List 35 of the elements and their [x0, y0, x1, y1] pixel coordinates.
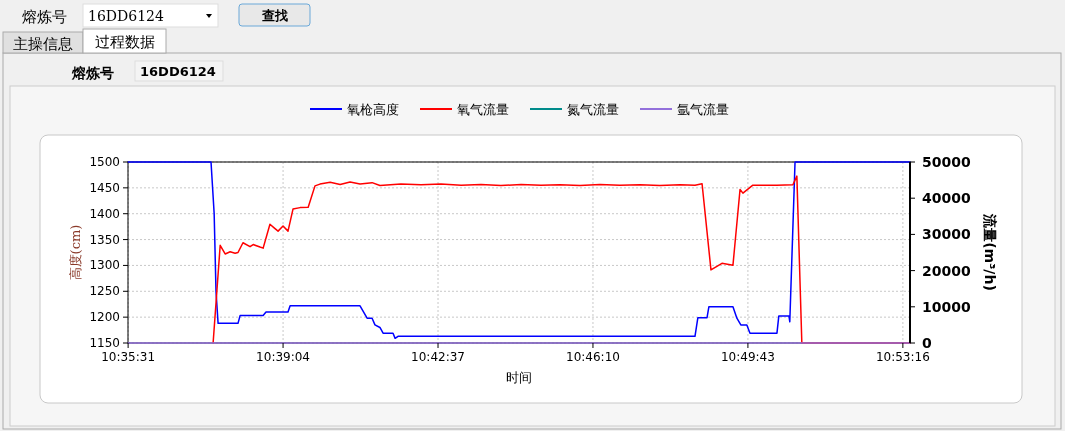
y2-tick-label: 40000 — [922, 190, 971, 207]
y2-tick-label: 0 — [922, 335, 932, 351]
x-tick-label: 10:46:10 — [566, 350, 620, 364]
y-tick-label: 1200 — [89, 310, 120, 325]
y-tick-label: 1500 — [89, 155, 120, 169]
y2-tick-label: 30000 — [922, 226, 971, 243]
y-tick-label: 1150 — [89, 336, 120, 350]
y-tick-label: 1250 — [89, 284, 120, 299]
legend-label: 氩气流量 — [677, 102, 729, 117]
y-tick-label: 1450 — [89, 180, 120, 195]
y-tick-label: 1300 — [89, 258, 120, 273]
text: 熔炼号 — [22, 8, 67, 26]
text: 16DD6124 — [88, 8, 164, 24]
text: 查找 — [260, 8, 288, 23]
x-tick-label: 10:53:16 — [875, 350, 930, 364]
legend-label: 氧枪高度 — [347, 102, 399, 117]
x-tick-label: 10:39:04 — [256, 350, 311, 364]
x-tick-label: 10:42:37 — [411, 350, 465, 364]
x-tick-label: 10:49:43 — [720, 350, 775, 364]
y2-axis-title: 流量(m³/h) — [982, 213, 998, 291]
x-tick-label: 10:35:31 — [101, 350, 156, 364]
line-series — [127, 161, 911, 340]
text: 主操信息 — [13, 35, 73, 53]
y2-tick-label: 50000 — [922, 154, 971, 170]
y-tick-label: 1400 — [89, 206, 120, 221]
legend-label: 氧气流量 — [457, 102, 509, 117]
x-axis-title: 时间 — [506, 370, 532, 385]
legend-label: 氮气流量 — [567, 102, 619, 117]
text: 熔炼号 — [71, 65, 114, 81]
y-tick-label: 1350 — [89, 232, 120, 247]
y2-tick-label: 10000 — [922, 298, 971, 315]
text: 过程数据 — [94, 33, 155, 51]
text: 16DD6124 — [140, 64, 216, 79]
y2-tick-label: 20000 — [922, 262, 971, 279]
y-axis-title: 高度(cm) — [68, 224, 83, 281]
